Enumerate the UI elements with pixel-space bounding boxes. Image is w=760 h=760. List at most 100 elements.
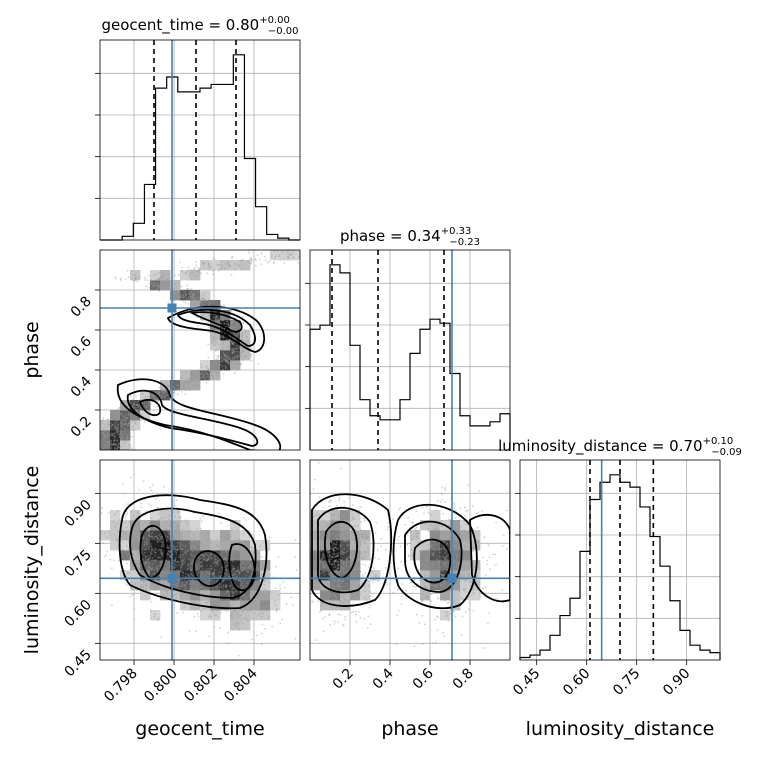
- sample-point: [168, 524, 171, 527]
- sample-point: [117, 409, 120, 412]
- sample-point: [462, 553, 465, 556]
- sample-point: [336, 541, 338, 544]
- sample-point: [334, 560, 336, 563]
- sample-point: [333, 520, 336, 523]
- sample-point: [216, 559, 219, 562]
- sample-point: [148, 555, 151, 558]
- sample-point: [334, 527, 337, 530]
- density-cell: [220, 560, 231, 571]
- sample-point: [144, 562, 146, 565]
- sample-point: [150, 567, 153, 570]
- sample-point: [237, 363, 239, 366]
- sample-point: [407, 517, 410, 519]
- sample-point: [439, 555, 442, 558]
- sample-point: [249, 261, 251, 264]
- sample-point: [468, 575, 471, 577]
- density-cell: [130, 520, 141, 531]
- sample-point: [443, 540, 446, 543]
- xlabel-phase: phase: [381, 718, 438, 740]
- density-cell: [410, 530, 421, 541]
- sample-point: [434, 586, 436, 589]
- sample-point: [147, 279, 149, 282]
- sample-point: [215, 543, 218, 546]
- sample-point: [182, 382, 185, 385]
- sample-point: [239, 578, 242, 581]
- sample-point: [108, 434, 111, 437]
- sample-point: [124, 514, 127, 516]
- sample-point: [342, 515, 345, 518]
- sample-point: [218, 571, 221, 574]
- density-cell: [170, 580, 181, 591]
- sample-point: [452, 559, 455, 562]
- sample-point: [233, 326, 235, 329]
- sample-point: [229, 538, 232, 541]
- sample-point: [364, 572, 367, 575]
- sample-point: [440, 538, 443, 541]
- density-cell: [310, 580, 321, 591]
- sample-point: [208, 614, 211, 617]
- sample-point: [150, 280, 152, 283]
- density-cell: [120, 440, 131, 450]
- density-cell: [110, 410, 121, 421]
- sample-point: [428, 586, 431, 589]
- sample-point: [292, 256, 295, 259]
- sample-point: [219, 308, 221, 311]
- sample-point: [193, 384, 196, 387]
- sample-point: [487, 544, 490, 546]
- sample-point: [127, 413, 130, 415]
- sample-point: [209, 266, 211, 269]
- sample-point: [199, 527, 202, 530]
- sample-point: [134, 406, 136, 409]
- sample-point: [241, 580, 243, 583]
- sample-point: [223, 579, 225, 582]
- sample-point: [303, 253, 305, 255]
- sample-point: [137, 404, 139, 406]
- sample-point: [189, 296, 192, 299]
- sample-point: [119, 438, 122, 441]
- sample-point: [197, 301, 200, 304]
- sample-point: [441, 525, 444, 527]
- sample-point: [336, 529, 339, 532]
- sample-point: [231, 551, 234, 553]
- sample-point: [117, 538, 119, 541]
- sample-point: [361, 557, 363, 560]
- sample-point: [190, 569, 193, 572]
- density-cell: [180, 590, 191, 601]
- density-cell: [160, 520, 171, 531]
- sample-point: [214, 340, 217, 343]
- sample-point: [351, 516, 354, 518]
- sample-point: [364, 555, 366, 558]
- density-cell: [310, 560, 321, 571]
- sample-point: [228, 356, 231, 359]
- sample-point: [225, 592, 228, 594]
- sample-point: [434, 618, 437, 621]
- sample-point: [255, 634, 258, 637]
- sample-point: [156, 398, 159, 401]
- sample-point: [335, 537, 338, 539]
- sample-point: [495, 521, 498, 524]
- sample-point: [398, 535, 401, 538]
- sample-point: [249, 605, 252, 608]
- sample-point: [433, 531, 436, 534]
- sample-point: [181, 381, 184, 384]
- sample-point: [211, 572, 214, 575]
- sample-point: [238, 628, 241, 631]
- sample-point: [482, 556, 484, 559]
- sample-point: [275, 608, 278, 611]
- density-cell: [240, 350, 251, 361]
- sample-point: [225, 359, 227, 362]
- sample-point: [117, 407, 120, 410]
- sample-point: [162, 568, 165, 571]
- sample-point: [449, 518, 452, 521]
- sample-point: [223, 557, 226, 560]
- sample-point: [192, 533, 195, 535]
- sample-point: [222, 336, 225, 339]
- sample-point: [247, 545, 250, 548]
- sample-point: [179, 520, 182, 523]
- sample-point: [179, 537, 182, 540]
- sample-point: [289, 253, 292, 256]
- sample-point: [177, 528, 180, 531]
- sample-point: [110, 425, 112, 428]
- sample-point: [154, 579, 157, 581]
- sample-point: [145, 541, 148, 544]
